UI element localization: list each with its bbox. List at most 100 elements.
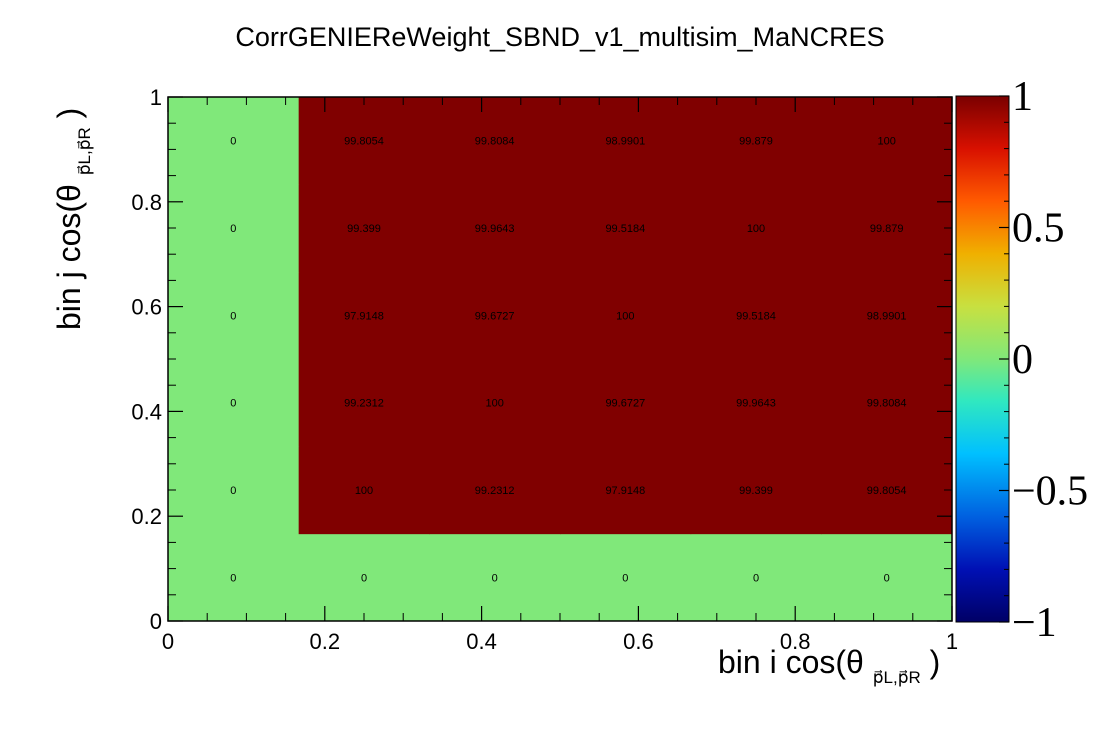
- cell-value-label: 100: [877, 136, 895, 148]
- cell-value-label: 0: [753, 572, 759, 584]
- cell-value-label: 99.8054: [867, 485, 907, 497]
- palette-tick-label: 1: [1012, 74, 1033, 120]
- cell-value-label: 100: [355, 485, 373, 497]
- heatmap-cell-3-2: [560, 359, 692, 447]
- cell-value-label: 0: [230, 398, 236, 410]
- heatmap-cell-1-1: [298, 446, 430, 535]
- heatmap-cells: [168, 97, 953, 622]
- cell-value-label: 99.8084: [475, 136, 515, 148]
- heatmap-cell-1-2: [298, 359, 430, 447]
- heatmap-cell-5-3: [821, 271, 953, 360]
- x-axis-title: bin i cos(θ p⃗L,p⃗R ): [718, 644, 940, 690]
- cell-value-label: 97.9148: [344, 310, 384, 322]
- y-tick-label: 0: [150, 609, 162, 634]
- y-tick-label: 0.2: [131, 504, 162, 529]
- cell-value-label: 100: [485, 398, 503, 410]
- cell-value-label: 99.6727: [605, 398, 645, 410]
- cell-value-label: 100: [747, 223, 765, 235]
- heatmap-cell-4-5: [690, 97, 822, 185]
- y-axis-title-close: ): [51, 108, 87, 119]
- cell-value-label: 100: [616, 310, 634, 322]
- cell-value-label: 99.6727: [475, 310, 515, 322]
- cell-value-label: 99.8054: [344, 136, 384, 148]
- x-tick-label: 0.4: [466, 629, 497, 654]
- y-axis-title-subscript: p⃗L,p⃗R: [75, 127, 94, 175]
- svg-text:bin i cos(θ p⃗L,p⃗R: bin i cos(θ p⃗L,p⃗R ): [718, 644, 940, 690]
- heatmap-cell-5-1: [821, 446, 953, 535]
- cell-value-label: 99.399: [347, 223, 381, 235]
- heatmap-cell-2-0: [429, 533, 561, 622]
- x-axis-title-main: bin i cos(θ: [718, 644, 864, 680]
- heatmap-cell-1-4: [298, 184, 430, 273]
- heatmap-cell-0-0: [168, 533, 300, 622]
- x-tick-label: 0.6: [623, 629, 654, 654]
- heatmap-cell-3-5: [560, 97, 692, 185]
- heatmap-cell-0-1: [168, 446, 300, 535]
- heatmap-cell-2-4: [429, 184, 561, 273]
- cell-value-label: 99.879: [739, 136, 773, 148]
- palette-tick-label: −0.5: [1012, 469, 1088, 515]
- x-tick-label: 1: [946, 629, 958, 654]
- palette-tick-label: 0.5: [1012, 206, 1065, 252]
- cell-value-label: 98.9901: [867, 310, 907, 322]
- heatmap-cell-5-4: [821, 184, 953, 273]
- cell-value-label: 0: [492, 572, 498, 584]
- x-tick-label: 0: [162, 629, 174, 654]
- y-tick-label: 0.4: [131, 399, 162, 424]
- cell-value-label: 0: [230, 572, 236, 584]
- heatmap-cell-3-0: [560, 533, 692, 622]
- heatmap-cell-1-3: [298, 271, 430, 360]
- heatmap-cell-4-3: [690, 271, 822, 360]
- x-axis-ticks: 0 0.2 0.4 0.6 0.8 1: [162, 97, 958, 654]
- heatmap-cell-3-1: [560, 446, 692, 535]
- svg-text:bin j cos(θ p⃗L,p⃗R: bin j cos(θ p⃗L,p⃗R ): [51, 108, 97, 330]
- cell-value-label: 0: [230, 485, 236, 497]
- heatmap-cell-2-5: [429, 97, 561, 185]
- heatmap-cell-5-2: [821, 359, 953, 447]
- cell-value-label: 99.399: [739, 485, 773, 497]
- cell-value-label: 99.879: [870, 223, 904, 235]
- y-tick-label: 0.6: [131, 295, 162, 320]
- cell-value-label: 97.9148: [605, 485, 645, 497]
- cell-value-label: 0: [230, 223, 236, 235]
- heatmap-cell-4-0: [690, 533, 822, 622]
- y-axis-title-main: bin j cos(θ: [51, 184, 87, 330]
- x-axis-title-close: ): [930, 644, 941, 680]
- cell-value-label: 99.5184: [736, 310, 776, 322]
- heatmap-cell-1-5: [298, 97, 430, 185]
- heatmap-cell-4-1: [690, 446, 822, 535]
- y-tick-label: 0.8: [131, 190, 162, 215]
- cell-value-label: 99.9643: [475, 223, 515, 235]
- heatmap-cell-2-3: [429, 271, 561, 360]
- cell-value-label: 99.5184: [605, 223, 645, 235]
- palette-tick-label: 0: [1012, 337, 1033, 383]
- y-tick-label: 1: [150, 85, 162, 110]
- heatmap-cell-0-4: [168, 184, 300, 273]
- color-palette-ticks: 1 0.5 0 −0.5 −1: [999, 74, 1088, 646]
- heatmap-cell-0-3: [168, 271, 300, 360]
- cell-value-label: 0: [230, 136, 236, 148]
- palette-tick-label: −1: [1012, 600, 1057, 646]
- heatmap-cell-1-0: [298, 533, 430, 622]
- cell-value-label: 0: [884, 572, 890, 584]
- x-axis-title-subscript: p⃗L,p⃗R: [873, 668, 921, 687]
- x-tick-label: 0.2: [310, 629, 341, 654]
- heatmap-cell-4-4: [690, 184, 822, 273]
- heatmap-cell-5-0: [821, 533, 953, 622]
- cell-value-label: 99.2312: [475, 485, 515, 497]
- cell-value-label: 99.8084: [867, 398, 907, 410]
- cell-value-label: 0: [230, 310, 236, 322]
- cell-value-label: 98.9901: [605, 136, 645, 148]
- heatmap-cell-0-5: [168, 97, 300, 185]
- heatmap-cell-5-5: [821, 97, 953, 185]
- chart-title: CorrGENIEReWeight_SBND_v1_multisim_MaNCR…: [235, 22, 884, 52]
- cell-value-label: 0: [361, 572, 367, 584]
- heatmap-cell-0-2: [168, 359, 300, 447]
- heatmap-cell-3-4: [560, 184, 692, 273]
- heatmap-cell-4-2: [690, 359, 822, 447]
- cell-value-label: 99.9643: [736, 398, 776, 410]
- cell-value-label: 0: [622, 572, 628, 584]
- y-axis-ticks: 0 0.2 0.4 0.6 0.8 1: [131, 85, 952, 634]
- heatmap-cell-3-3: [560, 271, 692, 360]
